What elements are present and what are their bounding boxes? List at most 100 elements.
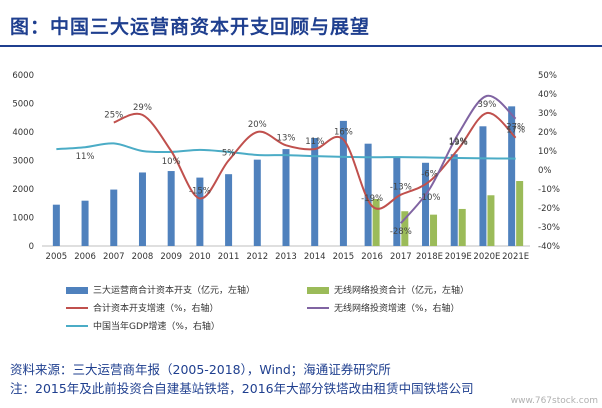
capex-growth-label: 11% xyxy=(305,137,324,147)
capex-growth-label: 20% xyxy=(248,120,267,130)
capex-growth-label: -15% xyxy=(189,187,211,197)
right-tick-label: -10% xyxy=(538,185,560,195)
capex-bar xyxy=(138,172,146,246)
left-tick-label: 1000 xyxy=(12,214,34,224)
capex-bar xyxy=(52,204,60,246)
capex-bar xyxy=(393,157,401,246)
x-tick-label: 2006 xyxy=(74,252,96,262)
capex-bars xyxy=(52,106,516,246)
capex-bar xyxy=(450,154,458,246)
x-tick-label: 2021E xyxy=(502,252,529,262)
legend-entry: 中国当年GDP增速（%，右轴） xyxy=(93,320,220,332)
right-tick-label: 40% xyxy=(538,90,557,100)
wireless-growth-label: 39% xyxy=(477,100,496,110)
left-tick-label: 2000 xyxy=(12,185,34,195)
wireless-growth-label: 19% xyxy=(449,138,468,148)
capex-bar xyxy=(339,120,347,246)
capex-bar xyxy=(225,174,233,246)
right-tick-label: -20% xyxy=(538,204,560,214)
capex-bar xyxy=(81,200,89,246)
left-tick-label: 3000 xyxy=(12,157,34,167)
gdp-growth-label: 10% xyxy=(162,157,181,167)
capex-bar xyxy=(196,177,204,246)
watermark: www.767stock.com xyxy=(510,396,598,406)
legend-entry: 三大运营商合计资本开支（亿元，左轴） xyxy=(93,284,255,296)
x-tick-label: 2005 xyxy=(46,252,68,262)
legend-swatch xyxy=(66,287,88,294)
left-axis-ticks: 0 1000 2000 3000 4000 5000 6000 xyxy=(12,71,34,252)
x-tick-label: 2010 xyxy=(189,252,211,262)
capex-bar xyxy=(364,143,372,246)
wireless-bar xyxy=(458,208,466,246)
wireless-growth-label: 27% xyxy=(506,123,525,133)
legend: 三大运营商合计资本开支（亿元，左轴） 无线网络投资合计（亿元，左轴） 合计资本开支增… xyxy=(66,284,469,332)
x-tick-label: 2019E xyxy=(445,252,472,262)
wireless-growth-label: -10% xyxy=(419,193,441,203)
x-tick-label: 2020E xyxy=(473,252,500,262)
right-tick-label: 0% xyxy=(538,166,552,176)
x-tick-label: 2015 xyxy=(333,252,355,262)
wireless-bar xyxy=(487,195,495,246)
x-tick-label: 2007 xyxy=(103,252,125,262)
x-axis-ticks: 2005 2006 2007 2008 2009 2010 2011 2012 2013 2014… xyxy=(46,252,530,262)
left-tick-label: 4000 xyxy=(12,128,34,138)
capex-growth-line xyxy=(113,111,517,210)
left-tick-label: 0 xyxy=(29,242,34,252)
capex-growth-label: -13% xyxy=(390,183,412,193)
wireless-bar xyxy=(516,181,524,246)
right-tick-label: 30% xyxy=(538,109,557,119)
gdp-growth-label: 11% xyxy=(76,152,95,162)
capex-growth-label: 29% xyxy=(133,103,152,113)
x-tick-label: 2008 xyxy=(132,252,154,262)
capex-growth-label: 25% xyxy=(104,111,123,121)
x-tick-label: 2011 xyxy=(218,252,240,262)
legend-swatch xyxy=(307,287,329,294)
capex-bar xyxy=(508,106,516,246)
right-tick-label: -30% xyxy=(538,223,560,233)
wireless-growth-line xyxy=(400,94,517,224)
capex-growth-label: 16% xyxy=(334,128,353,138)
capex-bar xyxy=(479,126,487,246)
left-tick-label: 6000 xyxy=(12,71,34,81)
figure-title: 图：中国三大运营商资本开支回顾与展望 xyxy=(10,16,371,38)
capex-growth-label: 13% xyxy=(277,133,296,143)
footnote: 注：2015年及此前投资合自建基站铁塔，2016年大部分铁塔改由租赁中国铁塔公司 xyxy=(10,381,474,396)
capex-growth-label: -6% xyxy=(421,169,438,179)
right-tick-label: 20% xyxy=(538,128,557,138)
x-tick-label: 2012 xyxy=(246,252,268,262)
capex-growth-label: 5% xyxy=(222,149,236,159)
x-tick-label: 2013 xyxy=(275,252,297,262)
right-tick-label: 10% xyxy=(538,147,557,157)
x-tick-label: 2018E xyxy=(416,252,443,262)
x-tick-label: 2016 xyxy=(361,252,383,262)
legend-entry: 无线网络投资增速（%，右轴） xyxy=(334,302,460,314)
capex-growth-label: 17% xyxy=(506,126,525,136)
capex-bar xyxy=(422,162,430,246)
capex-bar xyxy=(311,137,319,246)
wireless-growth-label: -28% xyxy=(390,227,412,237)
title-underline xyxy=(0,45,602,47)
x-tick-label: 2017 xyxy=(390,252,412,262)
wireless-bar xyxy=(430,214,438,246)
x-tick-label: 2014 xyxy=(304,252,326,262)
capex-bar xyxy=(282,149,290,246)
legend-entry: 无线网络投资合计（亿元，左轴） xyxy=(334,284,469,296)
data-labels: 25% 29% -15% 5% 20% 13% 11% 16% -19% -13% -6% 11% 17… xyxy=(76,100,525,237)
right-tick-label: -40% xyxy=(538,242,560,252)
source-note: 资料来源：三大运营商年报（2005-2018），Wind；海通证券研究所 xyxy=(10,362,391,377)
wireless-bars xyxy=(372,181,524,246)
growth-lines xyxy=(56,94,517,224)
right-tick-label: 50% xyxy=(538,71,557,81)
capex-bar xyxy=(110,189,118,246)
x-tick-label: 2009 xyxy=(160,252,182,262)
gdp-growth-line xyxy=(56,142,516,160)
legend-entry: 合计资本开支增速（%，右轴） xyxy=(93,302,219,314)
capex-growth-label: 11% xyxy=(449,137,468,147)
capex-growth-label: -19% xyxy=(361,194,383,204)
left-tick-label: 5000 xyxy=(12,100,34,110)
capex-bar xyxy=(167,171,175,246)
right-axis-ticks: -40% -30% -20% -10% 0% 10% 20% 30% 40% 50% xyxy=(538,71,560,252)
capex-bar xyxy=(253,159,261,246)
wireless-bar xyxy=(401,211,409,246)
